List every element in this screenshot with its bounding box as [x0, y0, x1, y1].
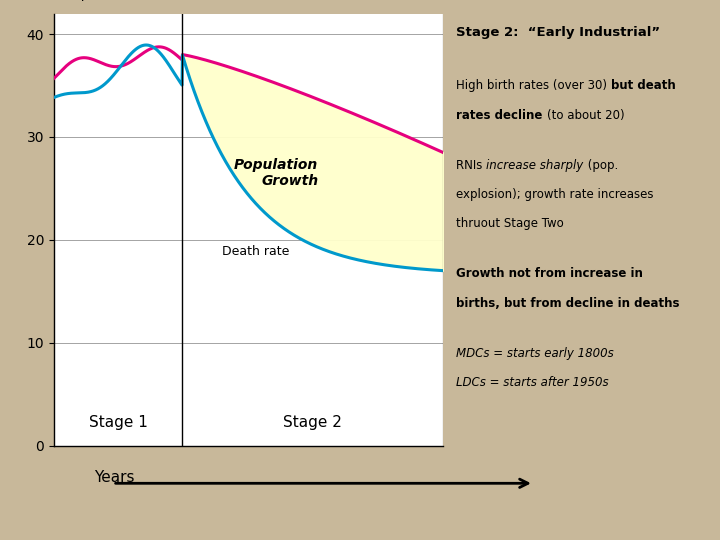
Text: Growth not from increase in: Growth not from increase in — [456, 267, 643, 280]
Text: MDCs = starts early 1800s: MDCs = starts early 1800s — [456, 347, 614, 360]
Text: births, but from decline in deaths: births, but from decline in deaths — [456, 296, 680, 310]
Text: rates decline: rates decline — [456, 109, 546, 122]
Text: explosion); growth rate increases: explosion); growth rate increases — [456, 188, 654, 201]
Text: but death: but death — [611, 79, 676, 92]
Text: High birth rates (over 30): High birth rates (over 30) — [456, 79, 611, 92]
Text: Stage 2:  “Early Industrial”: Stage 2: “Early Industrial” — [456, 26, 660, 39]
Text: Population
Growth: Population Growth — [234, 158, 318, 188]
Text: increase sharply: increase sharply — [487, 159, 584, 172]
Text: LDCs = starts after 1950s: LDCs = starts after 1950s — [456, 376, 609, 389]
Text: Years: Years — [94, 470, 134, 485]
Text: thruout Stage Two: thruout Stage Two — [456, 218, 564, 231]
Text: (to about 20): (to about 20) — [546, 109, 624, 122]
Text: Stage 2: Stage 2 — [283, 415, 342, 430]
Text: Death rate: Death rate — [222, 245, 290, 258]
Text: Stage 1: Stage 1 — [89, 415, 148, 430]
Text: RNIs: RNIs — [456, 159, 487, 172]
Text: (pop.: (pop. — [584, 159, 618, 172]
